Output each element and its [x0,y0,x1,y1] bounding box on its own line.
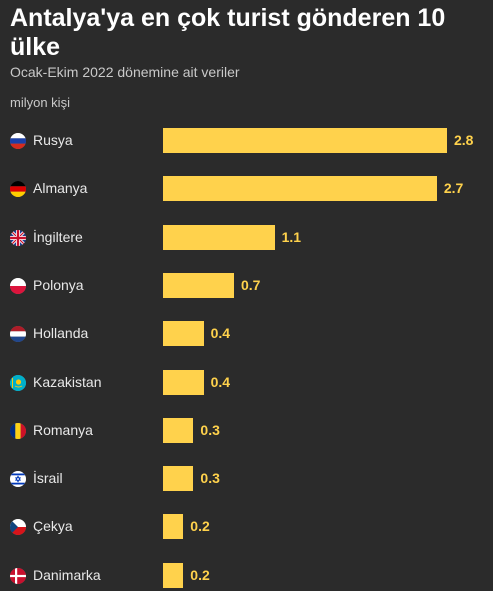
value-label: 0.3 [200,421,220,438]
bar [163,562,184,588]
bar [163,417,194,443]
bar [163,128,447,153]
chart-subtitle: Ocak-Ekim 2022 dönemine ait veriler [10,64,240,80]
category-label: Polonya [33,276,84,293]
kazakhstan-flag-icon [10,374,26,391]
bar [163,224,275,250]
romania-flag-icon [10,422,26,439]
bar [163,466,194,492]
bar [163,321,204,347]
category-label: Çekya [33,518,73,535]
uk-flag-icon [10,229,26,246]
category-label: Rusya [33,132,73,148]
poland-flag-icon [10,277,26,294]
russia-flag-icon [10,133,26,149]
netherlands-flag-icon [10,326,26,343]
category-label: Danimarka [33,566,101,583]
value-label: 0.7 [241,276,261,293]
bar [163,369,204,395]
bar-row: Kazakistan 0.4 [0,369,493,397]
bar [163,272,234,298]
bar-row: Almanya 2.7 [0,175,493,203]
value-label: 0.2 [190,566,210,583]
denmark-flag-icon [10,567,26,584]
bar [163,514,184,540]
value-label: 2.7 [443,180,464,197]
bar-row: Çekya 0.2 [0,513,493,541]
bar-row: Danimarka 0.2 [0,562,493,590]
value-label: 0.4 [210,325,231,342]
category-label: Hollanda [33,325,89,342]
value-label: 1.1 [281,228,302,245]
bar-row: Hollanda 0.4 [0,320,493,348]
unit-label: milyon kişi [10,95,70,110]
bar [163,176,437,202]
value-label: 0.3 [200,470,220,487]
category-label: Kazakistan [33,373,102,390]
value-label: 2.8 [454,132,474,148]
czechia-flag-icon [10,519,26,536]
category-label: İsrail [33,470,63,487]
category-label: Almanya [33,180,88,197]
value-label: 0.4 [210,373,231,390]
chart-title: Antalya'ya en çok turist gönderen 10 ülk… [10,4,446,61]
bar-row: Rusya 2.8 [0,127,493,155]
bar-row: İsrail 0.3 [0,465,493,493]
value-label: 0.2 [190,518,210,535]
bar-row: İngiltere 1.1 [0,224,493,252]
category-label: İngiltere [33,228,83,245]
israel-flag-icon [10,471,26,488]
category-label: Romanya [33,421,93,438]
germany-flag-icon [10,181,26,198]
bar-row: Polonya 0.7 [0,272,493,300]
bar-row: Romanya 0.3 [0,417,493,445]
